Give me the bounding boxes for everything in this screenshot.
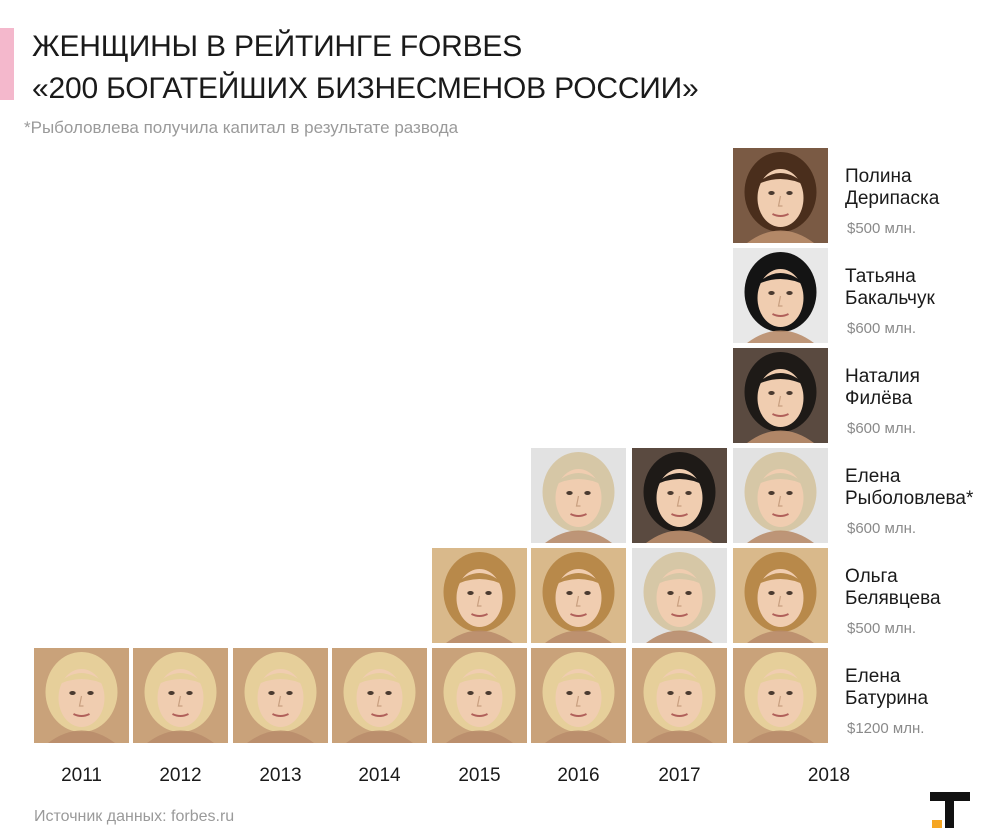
year-label-2012: 2012	[159, 765, 201, 786]
name-rybolovleva-first: Елена	[845, 466, 901, 487]
year-label-2015: 2015	[458, 765, 500, 786]
portrait-baturina-2015	[432, 648, 527, 743]
portrait-rybolovleva-2016	[531, 448, 626, 543]
portrait-baturina-2013	[233, 648, 328, 743]
year-label-2013: 2013	[259, 765, 301, 786]
name-baturina-first: Елена	[845, 666, 901, 687]
portrait-belyavtseva-2018	[733, 548, 828, 643]
portrait-baturina-2018	[733, 648, 828, 743]
value-fileva: $600 млн.	[847, 420, 916, 437]
portrait-rybolovleva-2018	[733, 448, 828, 543]
chart-title: ЖЕНЩИНЫ В РЕЙТИНГЕ FORBES «200 БОГАТЕЙШИ…	[32, 26, 699, 110]
portrait-bakalchuk-2018	[733, 248, 828, 343]
portrait-baturina-2017	[632, 648, 727, 743]
portrait-baturina-2016	[531, 648, 626, 743]
name-bakalchuk-first: Татьяна	[845, 266, 916, 287]
portrait-belyavtseva-2016	[531, 548, 626, 643]
value-belyavtseva: $500 млн.	[847, 620, 916, 637]
accent-bar	[0, 28, 14, 100]
portrait-baturina-2012	[133, 648, 228, 743]
name-rybolovleva-last: Рыболовлева*	[845, 488, 974, 509]
year-label-2017: 2017	[658, 765, 700, 786]
name-fileva-last: Филёва	[845, 388, 913, 409]
portrait-deripaska-2018	[733, 148, 828, 243]
value-deripaska: $500 млн.	[847, 220, 916, 237]
name-bakalchuk-last: Бакальчук	[845, 288, 935, 309]
portrait-fileva-2018	[733, 348, 828, 443]
name-belyavtseva-last: Белявцева	[845, 588, 941, 609]
title-line-2: «200 БОГАТЕЙШИХ БИЗНЕСМЕНОВ РОССИИ»	[32, 72, 699, 105]
name-fileva-first: Наталия	[845, 366, 920, 387]
year-label-2018: 2018	[808, 765, 850, 786]
portrait-belyavtseva-2015	[432, 548, 527, 643]
value-bakalchuk: $600 млн.	[847, 320, 916, 337]
portrait-fileva-2017	[632, 448, 727, 543]
source-note: Источник данных: forbes.ru	[34, 808, 235, 825]
footnote: *Рыболовлева получила капитал в результа…	[24, 118, 459, 137]
portrait-rybolovleva-2017	[632, 548, 727, 643]
portrait-baturina-2011	[34, 648, 129, 743]
portrait-baturina-2014	[332, 648, 427, 743]
year-label-2016: 2016	[557, 765, 599, 786]
title-line-1: ЖЕНЩИНЫ В РЕЙТИНГЕ FORBES	[32, 30, 523, 63]
year-label-2011: 2011	[61, 765, 102, 786]
value-rybolovleva: $600 млн.	[847, 520, 916, 537]
name-deripaska-last: Дерипаска	[845, 188, 940, 209]
value-baturina: $1200 млн.	[847, 720, 924, 737]
name-belyavtseva-first: Ольга	[845, 566, 898, 587]
name-baturina-last: Батурина	[845, 688, 928, 709]
name-deripaska-first: Полина	[845, 166, 912, 187]
publisher-logo-icon	[930, 792, 970, 828]
year-label-2014: 2014	[358, 765, 401, 786]
